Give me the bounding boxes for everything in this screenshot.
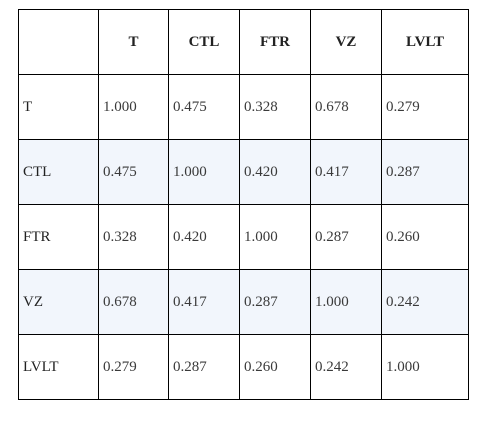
table-cell: 0.328 [98,204,169,270]
table-cell: 1.000 [310,269,382,335]
correlation-table: T CTL FTR VZ LVLT T 1.000 0.475 0.328 0.… [18,9,469,400]
table-cell: 0.417 [310,139,382,205]
row-header: FTR [18,204,99,270]
table-cell: 0.242 [381,269,469,335]
column-header: CTL [168,9,240,75]
row-header: VZ [18,269,99,335]
table-cell: 0.678 [98,269,169,335]
table-cell: 0.242 [310,334,382,400]
corner-cell [18,9,99,75]
row-header: CTL [18,139,99,205]
table-cell: 0.475 [98,139,169,205]
correlation-table-container: T CTL FTR VZ LVLT T 1.000 0.475 0.328 0.… [18,9,469,400]
table-cell: 0.420 [239,139,311,205]
table-cell: 0.328 [239,74,311,140]
table-cell: 0.475 [168,74,240,140]
row-header: LVLT [18,334,99,400]
column-header: LVLT [381,9,469,75]
table-cell: 0.417 [168,269,240,335]
table-row: VZ 0.678 0.417 0.287 1.000 0.242 [18,269,469,335]
table-cell: 0.420 [168,204,240,270]
table-cell: 0.279 [98,334,169,400]
table-cell: 1.000 [239,204,311,270]
row-header: T [18,74,99,140]
table-row: FTR 0.328 0.420 1.000 0.287 0.260 [18,204,469,270]
table-cell: 0.260 [381,204,469,270]
header-row: T CTL FTR VZ LVLT [18,9,469,75]
table-cell: 0.287 [381,139,469,205]
table-cell: 1.000 [98,74,169,140]
table-row: CTL 0.475 1.000 0.420 0.417 0.287 [18,139,469,205]
column-header: T [98,9,169,75]
table-row: LVLT 0.279 0.287 0.260 0.242 1.000 [18,334,469,400]
table-cell: 0.678 [310,74,382,140]
table-cell: 0.287 [168,334,240,400]
table-cell: 1.000 [168,139,240,205]
column-header: FTR [239,9,311,75]
column-header: VZ [310,9,382,75]
table-cell: 0.287 [239,269,311,335]
table-row: T 1.000 0.475 0.328 0.678 0.279 [18,74,469,140]
table-cell: 0.260 [239,334,311,400]
table-cell: 0.287 [310,204,382,270]
table-cell: 1.000 [381,334,469,400]
table-cell: 0.279 [381,74,469,140]
